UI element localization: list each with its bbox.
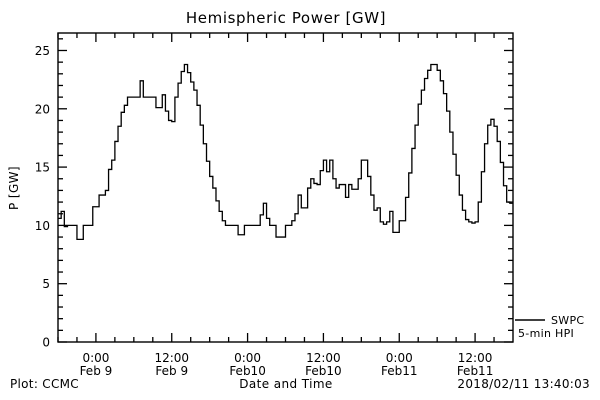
x-tick-label-time: 0:00 [82,351,109,365]
x-axis-label: Date and Time [239,377,332,391]
x-tick-label-date: Feb11 [457,364,494,378]
y-axis-label: P [GW] [7,166,21,210]
x-tick-label-time: 0:00 [234,351,261,365]
legend-label-line2: 5-min HPI [518,327,574,340]
x-tick-label-time: 12:00 [306,351,341,365]
y-tick-label: 20 [35,102,50,116]
series-line-0[interactable] [58,63,513,241]
x-tick-label-date: Feb11 [381,364,418,378]
legend[interactable]: SWPC 5-min HPI [515,314,584,340]
x-tick-label-time: 0:00 [386,351,413,365]
y-tick-label: 0 [42,336,50,350]
footer-left: Plot: CCMC [10,377,79,391]
x-tick-label-date: Feb10 [229,364,266,378]
footer-right: 2018/02/11 13:40:03 [457,377,590,391]
chart-title: Hemispheric Power [GW] [186,9,386,27]
y-tick-label: 25 [35,44,50,58]
y-tick-label: 5 [42,277,50,291]
x-tick-label-date: Feb 9 [80,364,113,378]
y-tick-label: 15 [35,161,50,175]
data-series-group[interactable] [58,63,513,241]
y-tick-label: 10 [35,219,50,233]
x-tick-label-date: Feb10 [305,364,342,378]
plot-frame [57,32,514,343]
legend-label-line1: SWPC [551,314,584,327]
x-tick-label-time: 12:00 [154,351,189,365]
x-tick-label-time: 12:00 [458,351,493,365]
x-tick-label-date: Feb 9 [155,364,188,378]
y-axis-ticks: 0 5 10 15 20 25 [35,38,513,350]
